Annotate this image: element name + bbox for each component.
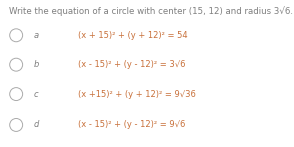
Text: a: a bbox=[34, 31, 39, 40]
Text: (x - 15)² + (y - 12)² = 9√6: (x - 15)² + (y - 12)² = 9√6 bbox=[78, 120, 185, 130]
Text: (x +15)² + (y + 12)² = 9√36: (x +15)² + (y + 12)² = 9√36 bbox=[78, 90, 196, 99]
Text: Write the equation of a circle with center (15, 12) and radius 3√6.: Write the equation of a circle with cent… bbox=[9, 7, 293, 16]
Text: (x - 15)² + (y - 12)² = 3√6: (x - 15)² + (y - 12)² = 3√6 bbox=[78, 60, 186, 69]
Text: d: d bbox=[34, 120, 39, 130]
Text: b: b bbox=[34, 60, 39, 69]
Text: (x + 15)² + (y + 12)² = 54: (x + 15)² + (y + 12)² = 54 bbox=[78, 31, 188, 40]
Text: c: c bbox=[34, 90, 39, 99]
